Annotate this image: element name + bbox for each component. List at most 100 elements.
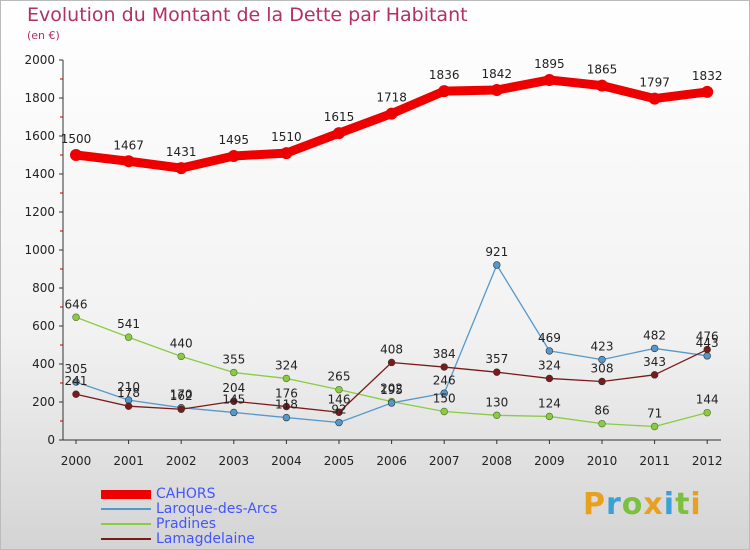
data-point bbox=[387, 358, 396, 367]
data-point bbox=[124, 333, 133, 341]
x-tick-label: 2005 bbox=[324, 454, 355, 468]
y-tick-label: 1400 bbox=[24, 167, 55, 181]
data-label: 1431 bbox=[166, 145, 197, 159]
y-tick-label: 2000 bbox=[24, 53, 55, 67]
data-label: 210 bbox=[117, 380, 140, 394]
data-label: 1865 bbox=[587, 63, 618, 77]
data-label: 1797 bbox=[639, 76, 670, 90]
x-tick-label: 2003 bbox=[219, 454, 250, 468]
data-label: 357 bbox=[485, 352, 508, 366]
x-tick-label: 2010 bbox=[587, 454, 618, 468]
x-tick-label: 2001 bbox=[113, 454, 144, 468]
x-tick-label: 2008 bbox=[482, 454, 513, 468]
data-label: 246 bbox=[433, 373, 456, 387]
data-point bbox=[650, 422, 659, 431]
data-label: 469 bbox=[538, 331, 561, 345]
y-tick-label: 200 bbox=[32, 395, 55, 409]
y-tick-label: 600 bbox=[32, 319, 55, 333]
data-label: 343 bbox=[643, 355, 666, 369]
data-label: 1836 bbox=[429, 68, 460, 82]
data-point bbox=[650, 371, 659, 379]
data-point bbox=[230, 408, 238, 417]
data-point bbox=[282, 402, 291, 411]
logo-letter: i bbox=[690, 487, 702, 522]
y-tick-label: 800 bbox=[32, 281, 55, 295]
data-point bbox=[335, 418, 343, 427]
legend-swatch bbox=[101, 489, 151, 499]
data-point bbox=[650, 344, 659, 353]
data-point bbox=[227, 149, 240, 162]
data-label: 482 bbox=[643, 328, 666, 342]
x-tick-label: 2011 bbox=[639, 454, 670, 468]
data-point bbox=[703, 352, 711, 360]
x-tick-label: 2007 bbox=[429, 454, 460, 468]
data-label: 1718 bbox=[376, 91, 407, 105]
data-label: 124 bbox=[538, 396, 561, 410]
data-label: 118 bbox=[275, 398, 298, 412]
data-label: 921 bbox=[485, 245, 508, 259]
data-point bbox=[493, 261, 501, 269]
data-point bbox=[598, 419, 606, 428]
data-point bbox=[596, 79, 608, 92]
x-tick-label: 2002 bbox=[166, 454, 197, 468]
data-point bbox=[490, 84, 503, 97]
data-point bbox=[703, 408, 711, 417]
legend-swatch bbox=[101, 523, 151, 525]
data-point bbox=[175, 162, 188, 175]
data-label: 265 bbox=[328, 370, 351, 384]
data-point bbox=[122, 155, 135, 168]
logo-letter: x bbox=[643, 487, 664, 522]
data-point bbox=[543, 73, 556, 86]
data-label: 178 bbox=[117, 386, 140, 400]
data-label: 150 bbox=[433, 392, 456, 406]
data-label: 1832 bbox=[692, 69, 723, 83]
data-label: 195 bbox=[380, 383, 403, 397]
data-label: 144 bbox=[696, 393, 719, 407]
data-label: 423 bbox=[591, 340, 614, 354]
data-label: 1510 bbox=[271, 130, 302, 144]
chart-title: Evolution du Montant de la Dette par Hab… bbox=[27, 4, 468, 26]
data-point bbox=[177, 352, 185, 361]
x-tick-label: 2006 bbox=[376, 454, 407, 468]
data-point bbox=[440, 363, 448, 371]
x-tick-label: 2004 bbox=[271, 454, 302, 468]
data-label: 1467 bbox=[113, 138, 144, 152]
data-point bbox=[387, 399, 396, 407]
data-point bbox=[648, 92, 661, 105]
data-point bbox=[230, 368, 238, 377]
data-label: 355 bbox=[222, 353, 245, 367]
data-label: 324 bbox=[538, 358, 561, 372]
legend-label: Lamagdelaine bbox=[156, 531, 255, 547]
data-point bbox=[177, 405, 185, 413]
logo-letter: P bbox=[583, 487, 606, 522]
data-point bbox=[598, 355, 606, 364]
chart-subtitle: (en €) bbox=[27, 29, 60, 42]
data-point bbox=[545, 347, 554, 355]
data-point bbox=[72, 378, 80, 386]
data-point bbox=[493, 368, 501, 376]
data-point bbox=[124, 402, 133, 410]
data-label: 305 bbox=[65, 362, 88, 376]
logo-letter: t bbox=[675, 487, 691, 522]
y-tick-label: 400 bbox=[32, 357, 55, 371]
data-point bbox=[440, 389, 448, 397]
data-label: 146 bbox=[328, 392, 351, 406]
data-label: 1842 bbox=[482, 67, 513, 81]
data-label: 1500 bbox=[61, 132, 92, 146]
data-label: 476 bbox=[696, 330, 719, 344]
data-point bbox=[598, 377, 606, 386]
data-label: 130 bbox=[485, 395, 508, 409]
logo-letter: r bbox=[606, 487, 622, 522]
legend-label: Laroque-des-Arcs bbox=[156, 501, 278, 517]
data-point bbox=[438, 85, 451, 98]
data-label: 308 bbox=[591, 361, 614, 375]
data-label: 384 bbox=[433, 347, 456, 361]
data-point bbox=[440, 407, 448, 416]
x-tick-label: 2012 bbox=[692, 454, 723, 468]
data-label: 71 bbox=[647, 407, 662, 421]
proxiti-logo: Proxiti bbox=[583, 487, 702, 522]
data-point bbox=[230, 397, 238, 405]
data-label: 1615 bbox=[324, 110, 355, 124]
